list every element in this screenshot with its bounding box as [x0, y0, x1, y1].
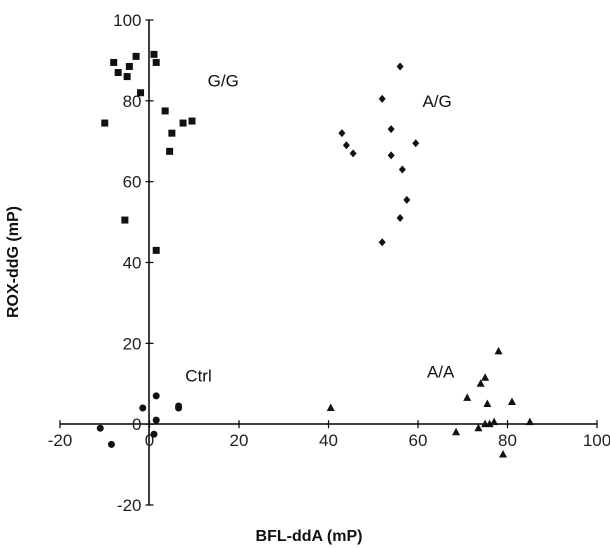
y-tick-labels: -20 0 20 40 60 80 100: [113, 11, 141, 515]
point-a-a: [499, 449, 508, 458]
point-g-g: [114, 69, 122, 77]
y-tick-label: 20: [123, 334, 142, 353]
point-a-a: [490, 417, 499, 426]
point-g-g: [161, 107, 169, 115]
point-a-a: [474, 423, 483, 432]
point-ctrl: [96, 424, 104, 432]
point-g-g: [179, 119, 187, 127]
y-tick-label: 80: [123, 92, 142, 111]
point-ctrl: [107, 440, 115, 448]
point-a-g: [396, 62, 404, 71]
group-labels: G/G A/G A/A Ctrl: [185, 72, 455, 386]
point-g-g: [123, 73, 131, 81]
point-a-g: [412, 139, 420, 148]
y-tick-marks: [145, 19, 154, 506]
point-g-g: [188, 117, 196, 125]
point-a-g: [396, 214, 404, 223]
point-a-a: [525, 417, 534, 426]
point-g-g: [132, 52, 140, 60]
y-tick-label: 60: [123, 173, 142, 192]
point-ctrl: [139, 404, 147, 412]
x-tick-label: 80: [498, 431, 517, 450]
point-a-a: [507, 397, 516, 405]
point-g-g: [168, 129, 176, 137]
point-a-g: [387, 125, 395, 134]
point-a-g: [387, 151, 395, 160]
point-a-g: [349, 149, 357, 158]
x-tick-label: 60: [409, 431, 428, 450]
x-tick-label: 0: [145, 431, 154, 450]
point-a-g: [378, 238, 386, 247]
point-a-a: [463, 393, 472, 401]
point-a-a: [326, 403, 335, 411]
group-label-a-g: A/G: [422, 92, 451, 111]
point-ctrl: [152, 416, 160, 424]
point-a-g: [342, 141, 350, 150]
group-label-g-g: G/G: [208, 72, 239, 91]
point-ctrl: [152, 392, 160, 400]
point-g-g: [152, 58, 160, 66]
point-g-g: [121, 216, 129, 224]
y-tick-label: -20: [117, 496, 142, 515]
data-points: [96, 50, 534, 458]
x-tick-labels: -20 0 20 40 60 80 100: [48, 431, 610, 450]
point-ctrl: [175, 402, 183, 410]
x-tick-label: 20: [230, 431, 249, 450]
group-label-a-a: A/A: [427, 363, 455, 382]
x-tick-label: -20: [48, 431, 73, 450]
point-a-g: [338, 129, 346, 138]
point-g-g: [152, 246, 160, 254]
y-tick-label: 40: [123, 254, 142, 273]
point-a-a: [481, 419, 490, 428]
point-g-g: [150, 50, 158, 58]
point-g-g: [125, 62, 133, 70]
group-label-ctrl: Ctrl: [185, 367, 211, 386]
point-g-g: [137, 89, 145, 97]
point-g-g: [166, 147, 174, 155]
point-a-a: [494, 346, 503, 355]
x-axis-title: BFL-ddA (mP): [256, 528, 363, 545]
point-a-a: [452, 427, 461, 436]
y-tick-label: 0: [132, 415, 141, 434]
point-g-g: [110, 58, 118, 66]
x-tick-label: 100: [583, 431, 610, 450]
x-tick-label: 40: [319, 431, 338, 450]
point-a-a: [481, 373, 490, 381]
point-a-a: [476, 379, 485, 387]
point-a-g: [398, 165, 406, 174]
point-a-g: [378, 94, 386, 103]
x-tick-marks: [59, 420, 598, 429]
point-a-g: [403, 195, 411, 204]
y-tick-label: 100: [113, 11, 141, 30]
point-g-g: [101, 119, 109, 127]
y-axis-title: ROX-ddG (mP): [5, 206, 22, 318]
point-a-a: [483, 399, 492, 407]
point-ctrl: [150, 430, 158, 438]
